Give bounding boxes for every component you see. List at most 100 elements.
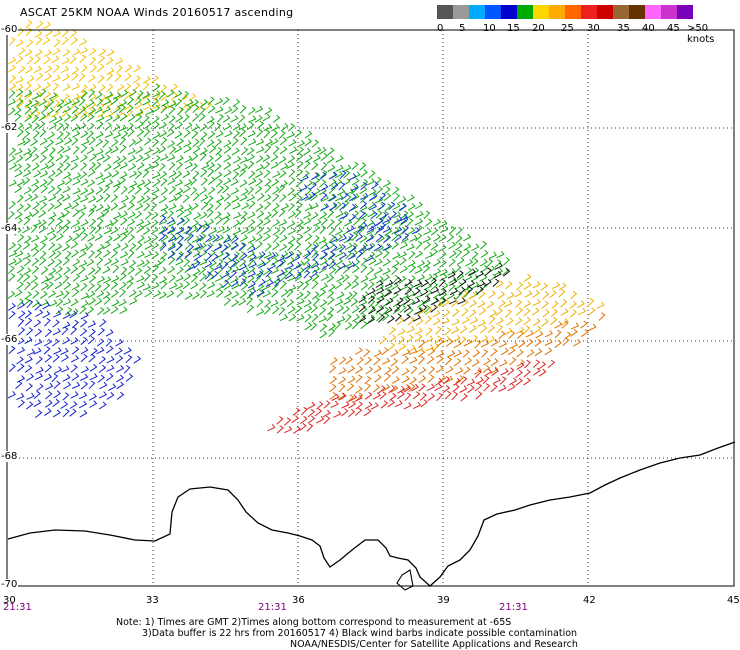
wind-barb xyxy=(62,290,70,299)
wind-barb xyxy=(182,90,189,100)
wind-barb xyxy=(330,181,339,190)
wind-barb xyxy=(39,137,48,146)
wind-barb xyxy=(190,153,199,162)
wind-barb xyxy=(329,235,338,244)
wind-barb xyxy=(263,275,272,284)
wind-barb xyxy=(279,146,288,155)
wind-barb xyxy=(129,194,136,204)
wind-barb xyxy=(368,304,376,314)
wind-barb xyxy=(515,317,523,326)
wind-barb xyxy=(359,222,368,231)
wind-barb xyxy=(15,380,23,389)
wind-barb xyxy=(238,269,247,278)
wind-barb xyxy=(88,274,97,284)
wind-barb xyxy=(110,96,119,105)
wind-barb xyxy=(399,265,408,274)
wind-barb xyxy=(264,178,272,187)
wind-barb xyxy=(159,226,168,234)
wind-barb xyxy=(288,313,297,322)
wind-barb xyxy=(287,284,297,292)
wind-barb xyxy=(71,346,80,355)
wind-barb xyxy=(127,211,136,219)
wind-barb xyxy=(480,258,488,267)
wind-barb xyxy=(471,334,479,344)
wind-barb xyxy=(432,218,442,227)
wind-barb xyxy=(175,161,183,171)
wind-barb xyxy=(382,306,390,316)
wind-barb xyxy=(144,163,153,172)
wind-barb xyxy=(169,185,177,195)
wind-barb xyxy=(409,264,417,274)
wind-barb xyxy=(34,48,43,57)
wind-barb xyxy=(71,201,80,210)
wind-barb xyxy=(53,99,61,109)
wind-barb xyxy=(106,355,115,364)
wind-barb xyxy=(438,244,447,252)
wind-barb xyxy=(153,178,161,187)
wind-barb xyxy=(166,216,175,225)
wind-barb xyxy=(222,216,230,225)
wind-barb xyxy=(61,57,70,65)
wind-barb xyxy=(432,268,442,276)
wind-barb xyxy=(24,281,31,291)
wind-barb xyxy=(183,273,191,282)
wind-barb xyxy=(248,288,257,296)
wind-barb xyxy=(499,359,508,367)
wind-barb xyxy=(36,383,44,392)
wind-barb xyxy=(8,302,16,311)
wind-barb xyxy=(207,168,215,178)
wind-barb xyxy=(497,291,506,300)
wind-barb xyxy=(52,398,60,407)
wind-barb xyxy=(398,336,405,345)
wind-barb xyxy=(53,38,61,48)
wind-barb xyxy=(175,114,184,123)
wind-barb xyxy=(78,400,88,409)
wind-barb xyxy=(494,267,503,276)
wind-barb xyxy=(127,226,134,236)
wind-barb xyxy=(238,263,247,271)
wind-barb xyxy=(445,338,454,347)
wind-barb xyxy=(304,314,312,323)
wind-barb xyxy=(182,185,191,194)
wind-barb xyxy=(102,306,111,315)
wind-barb xyxy=(123,347,132,355)
wind-barb xyxy=(168,235,177,243)
wind-barb xyxy=(406,211,414,220)
wind-barb xyxy=(376,286,385,295)
wind-barb xyxy=(121,130,129,139)
wind-barb xyxy=(33,56,41,65)
wind-barb xyxy=(246,296,254,306)
wind-barb xyxy=(222,252,230,261)
wind-barb xyxy=(25,383,34,392)
wind-barb xyxy=(239,290,247,299)
wind-barb xyxy=(176,242,183,251)
wind-barb xyxy=(204,271,212,280)
wind-barb xyxy=(15,154,24,163)
wind-barb xyxy=(532,359,541,368)
wind-barb xyxy=(403,296,411,305)
wind-barb xyxy=(80,162,88,171)
wind-barb xyxy=(34,338,43,347)
wind-barb xyxy=(280,202,290,211)
wind-barb xyxy=(104,220,114,228)
wind-barb xyxy=(230,253,239,262)
wind-barb xyxy=(158,291,168,300)
wind-barb xyxy=(364,356,373,366)
wind-barb xyxy=(80,219,89,227)
wind-barb xyxy=(80,144,88,154)
wind-barb xyxy=(97,109,106,118)
wind-barb xyxy=(116,381,125,390)
wind-barb xyxy=(231,242,239,251)
wind-barb xyxy=(326,274,335,283)
wind-barb xyxy=(426,383,435,392)
wind-barb xyxy=(159,84,168,93)
wind-barb xyxy=(373,356,381,366)
wind-barb xyxy=(160,203,169,212)
wind-barb xyxy=(213,243,223,251)
wind-barb xyxy=(62,225,70,234)
wind-barb xyxy=(376,295,385,304)
wind-barb xyxy=(476,286,484,295)
wind-barb xyxy=(256,146,265,154)
wind-barb xyxy=(33,110,41,120)
wind-barb xyxy=(31,208,40,218)
